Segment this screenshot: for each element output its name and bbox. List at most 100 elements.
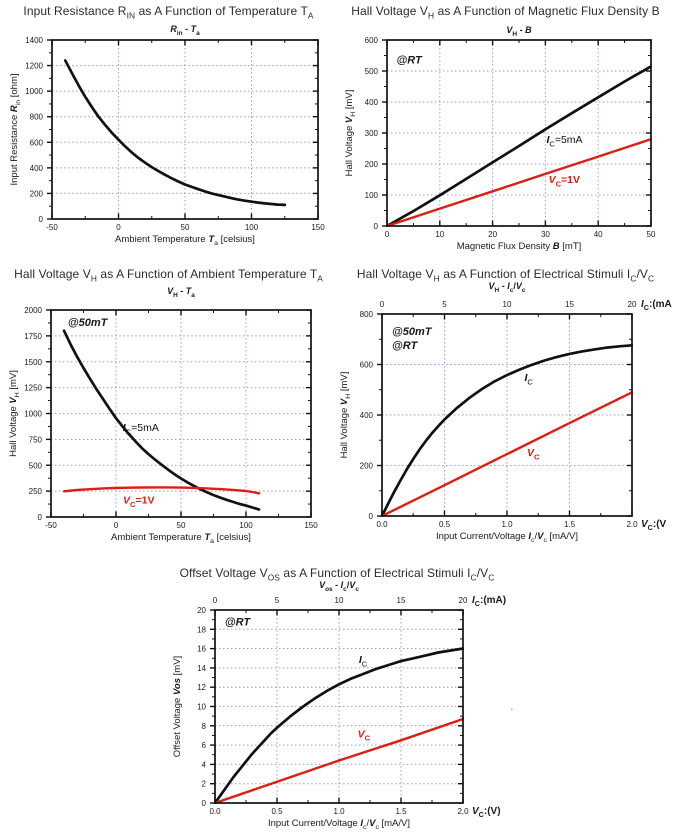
- svg-text:10: 10: [197, 703, 206, 712]
- svg-text:@RT: @RT: [397, 54, 423, 66]
- svg-text:IC=5mA: IC=5mA: [123, 422, 159, 436]
- svg-text:2.0: 2.0: [626, 520, 638, 529]
- svg-text:2.0: 2.0: [457, 807, 469, 816]
- plot-rin-vs-ta: -50 0 50 100 1500200400600800100012001400Amb…: [9, 24, 325, 247]
- svg-text:400: 400: [360, 411, 374, 420]
- svg-text:0: 0: [213, 596, 218, 605]
- chart-title-vh-ta: Hall Voltage VH as A Function of Ambient…: [14, 267, 323, 284]
- svg-text:Ambient Temperature Ta [celsiu: Ambient Temperature Ta [celsius]: [115, 234, 255, 247]
- svg-text:1.0: 1.0: [501, 520, 513, 529]
- svg-text:8: 8: [202, 722, 207, 731]
- svg-text:0.5: 0.5: [439, 520, 451, 529]
- svg-text:30: 30: [541, 230, 550, 239]
- chart-hall-voltage-vs-ambient-temperature: Hall Voltage VH as A Function of Ambient…: [0, 262, 337, 558]
- svg-text:VC: VC: [527, 447, 540, 461]
- svg-text:750: 750: [29, 435, 43, 444]
- svg-text:VC: VC: [358, 728, 371, 742]
- svg-text:1500: 1500: [24, 358, 42, 367]
- svg-text:@50mT: @50mT: [68, 317, 109, 329]
- chart-hall-voltage-vs-flux-density: Hall Voltage VH as A Function of Magneti…: [337, 2, 674, 262]
- svg-text:100: 100: [365, 191, 379, 200]
- svg-text:Offset Voltage Vos [mV]: Offset Voltage Vos [mV]: [172, 656, 183, 757]
- svg-text:Input Resistance Rin [ohm]: Input Resistance Rin [ohm]: [9, 73, 22, 185]
- svg-text:@RT: @RT: [392, 340, 418, 352]
- chart-title-vh-b: Hall Voltage VH as A Function of Magneti…: [351, 4, 660, 21]
- svg-text:1000: 1000: [24, 410, 42, 419]
- svg-text:0: 0: [38, 513, 43, 522]
- svg-text:200: 200: [360, 462, 374, 471]
- svg-text:0.0: 0.0: [209, 807, 221, 816]
- svg-text:Input Current/Voltage Ic/Vc [m: Input Current/Voltage Ic/Vc [mA/V]: [436, 531, 578, 544]
- svg-text:0: 0: [114, 521, 119, 530]
- chart-title-rin-ta: Input Resistance RIN as A Function of Te…: [23, 4, 314, 21]
- svg-text:10: 10: [435, 230, 444, 239]
- svg-text:IC: IC: [359, 654, 368, 668]
- svg-text:1400: 1400: [25, 36, 43, 45]
- svg-text:2000: 2000: [24, 306, 42, 315]
- svg-text:12: 12: [197, 683, 206, 692]
- svg-text:20: 20: [628, 300, 637, 309]
- svg-text:Rin - Ta: Rin - Ta: [170, 24, 200, 37]
- stray-mark: ': [511, 707, 513, 717]
- svg-text:600: 600: [30, 138, 44, 147]
- svg-text:Input Current/Voltage Ic/Vc [m: Input Current/Voltage Ic/Vc [mA/V]: [268, 818, 410, 831]
- svg-text:VC:(V: VC:(V: [641, 519, 667, 532]
- svg-text:1250: 1250: [24, 384, 42, 393]
- plot-vos-vs-icvc: 0.0 0.5 1.0 1.5 2.0 0 5 10 15 20 0 2 4 6 8 10 12 14 16 18 20…: [172, 580, 506, 831]
- svg-text:0: 0: [380, 300, 385, 309]
- svg-text:250: 250: [29, 487, 43, 496]
- svg-text:200: 200: [365, 160, 379, 169]
- svg-text:100: 100: [239, 521, 253, 530]
- svg-text:IC:(mA: IC:(mA: [641, 299, 672, 312]
- svg-text:IC: IC: [525, 372, 534, 386]
- svg-text:10: 10: [503, 300, 512, 309]
- svg-text:50: 50: [647, 230, 656, 239]
- svg-text:20: 20: [488, 230, 497, 239]
- svg-text:1750: 1750: [24, 332, 42, 341]
- svg-text:0: 0: [369, 512, 374, 521]
- svg-text:Magnetic Flux Density B [mT]: Magnetic Flux Density B [mT]: [457, 241, 582, 252]
- svg-text:Vos - Ic/Vc: Vos - Ic/Vc: [319, 580, 359, 593]
- svg-text:300: 300: [365, 129, 379, 138]
- svg-text:-50: -50: [45, 521, 57, 530]
- svg-text:5: 5: [442, 300, 447, 309]
- svg-text:100: 100: [245, 223, 259, 232]
- svg-text:10: 10: [335, 596, 344, 605]
- svg-text:IC:(mA): IC:(mA): [472, 595, 506, 608]
- svg-text:VH - Ic/Vc: VH - Ic/Vc: [489, 281, 526, 294]
- plot-vh-vs-ta: -50 0 50 100 1500250500750100012501500175020…: [8, 286, 318, 545]
- svg-text:6: 6: [202, 741, 207, 750]
- svg-text:15: 15: [397, 596, 406, 605]
- svg-text:150: 150: [311, 223, 325, 232]
- svg-text:@50mT: @50mT: [392, 326, 433, 338]
- svg-text:600: 600: [360, 361, 374, 370]
- svg-text:14: 14: [197, 664, 206, 673]
- svg-text:1.0: 1.0: [333, 807, 345, 816]
- svg-text:5: 5: [275, 596, 280, 605]
- svg-text:Hall Voltage VH [mV]: Hall Voltage VH [mV]: [8, 370, 21, 457]
- svg-text:150: 150: [304, 521, 318, 530]
- svg-text:500: 500: [365, 67, 379, 76]
- svg-text:Ambient Temperature Ta [celsiu: Ambient Temperature Ta [celsius]: [111, 532, 251, 545]
- svg-text:600: 600: [365, 36, 379, 45]
- svg-text:VC=1V: VC=1V: [123, 495, 154, 509]
- svg-text:800: 800: [360, 310, 374, 319]
- svg-text:IC=5mA: IC=5mA: [546, 134, 582, 148]
- chart-title-vh-icvc: Hall Voltage VH as A Function of Electri…: [356, 267, 655, 284]
- svg-text:16: 16: [197, 645, 206, 654]
- svg-text:VC=1V: VC=1V: [549, 174, 580, 188]
- svg-text:200: 200: [30, 189, 44, 198]
- svg-text:50: 50: [181, 223, 190, 232]
- svg-text:0: 0: [374, 222, 379, 231]
- svg-text:400: 400: [30, 164, 44, 173]
- svg-text:1200: 1200: [25, 62, 43, 71]
- svg-text:VC:(V): VC:(V): [472, 806, 501, 819]
- svg-text:0.5: 0.5: [271, 807, 283, 816]
- svg-text:Hall Voltage VH [mV]: Hall Voltage VH [mV]: [339, 372, 352, 459]
- svg-text:1.5: 1.5: [564, 520, 576, 529]
- svg-text:0: 0: [116, 223, 121, 232]
- chart-input-resistance-vs-temperature: Input Resistance RIN as A Function of Te…: [0, 2, 337, 262]
- svg-text:VH - Ta: VH - Ta: [167, 286, 195, 299]
- svg-text:0: 0: [202, 799, 207, 808]
